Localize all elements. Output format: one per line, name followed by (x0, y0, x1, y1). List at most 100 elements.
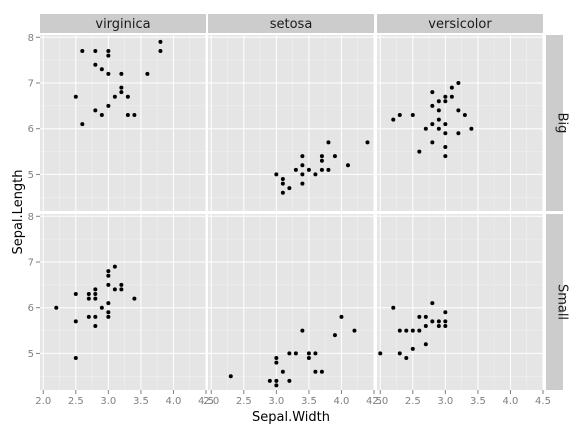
data-point (119, 282, 124, 287)
data-point (313, 172, 318, 177)
data-point (54, 305, 59, 310)
data-point (326, 140, 331, 145)
data-point (73, 94, 78, 99)
data-point (99, 67, 104, 72)
data-point (119, 71, 124, 76)
data-point (93, 324, 98, 328)
data-point (443, 131, 448, 136)
data-point (274, 172, 279, 177)
data-point (119, 85, 124, 90)
data-point (430, 122, 435, 127)
data-point (410, 113, 415, 117)
data-point (300, 181, 305, 186)
data-point (125, 113, 130, 117)
data-point (300, 172, 305, 177)
data-point (293, 351, 298, 356)
data-point (306, 351, 311, 356)
data-point (397, 351, 402, 356)
data-point (423, 324, 428, 328)
strip-right (546, 35, 563, 211)
data-point (456, 108, 461, 113)
data-point (417, 314, 422, 319)
x-axis-title: Sepal.Width (252, 410, 330, 425)
data-point (436, 117, 441, 122)
data-point (313, 351, 318, 356)
data-point (93, 296, 98, 301)
data-point (443, 310, 448, 315)
data-point (352, 328, 357, 333)
data-point (73, 319, 78, 324)
data-point (106, 282, 111, 287)
x-tick-label: 4.0 (165, 396, 181, 407)
data-point (332, 333, 337, 338)
x-tick-label: 2.0 (203, 396, 219, 407)
y-tick-label: 5 (28, 349, 34, 360)
data-point (73, 292, 78, 296)
data-point (462, 113, 467, 117)
data-point (404, 356, 409, 360)
data-point (332, 154, 337, 159)
data-point (86, 314, 91, 319)
data-point (119, 287, 124, 292)
data-point (93, 49, 98, 53)
data-point (274, 383, 279, 388)
data-point (280, 190, 285, 195)
x-tick-label: 2.5 (405, 396, 421, 407)
x-tick-label: 2.5 (68, 396, 84, 407)
data-point (443, 122, 448, 127)
data-point (430, 319, 435, 324)
panel-background (208, 35, 374, 211)
data-point (300, 328, 305, 333)
strip-label-virginica: virginica (95, 17, 150, 32)
data-point (274, 378, 279, 383)
data-point (93, 292, 98, 296)
data-point (112, 287, 117, 292)
x-tick-label: 3.5 (301, 396, 317, 407)
data-point (397, 328, 402, 333)
data-point (436, 319, 441, 324)
data-point (106, 301, 111, 306)
data-point (158, 49, 163, 53)
data-point (397, 113, 402, 117)
data-point (132, 296, 137, 301)
data-point (106, 53, 111, 58)
data-point (112, 94, 117, 99)
data-point (443, 99, 448, 104)
strip-label-Big: Big (555, 113, 570, 134)
strips-layer: virginica setosa versicolor Big Small (40, 14, 570, 390)
data-point (443, 319, 448, 324)
x-tick-label: 4.5 (198, 396, 214, 407)
data-point (319, 158, 324, 163)
data-point (274, 360, 279, 365)
panel-background (377, 35, 543, 211)
data-point (443, 145, 448, 149)
data-point (106, 310, 111, 315)
data-point (274, 356, 279, 360)
data-point (106, 103, 111, 108)
data-point (378, 351, 383, 356)
data-point (417, 149, 422, 154)
data-point (319, 167, 324, 172)
data-point (287, 186, 292, 191)
y-tick-label: 5 (28, 170, 34, 181)
data-point (80, 122, 85, 127)
strip-label-Small: Small (555, 284, 570, 320)
data-point (326, 167, 331, 172)
data-point (287, 351, 292, 356)
data-point (436, 324, 441, 328)
data-point (106, 269, 111, 274)
strip-label-setosa: setosa (270, 17, 313, 32)
x-tick-label: 4.0 (502, 396, 518, 407)
panel-background (208, 214, 374, 390)
panels-layer (40, 35, 544, 390)
data-point (443, 94, 448, 99)
data-point (93, 287, 98, 292)
data-point (112, 264, 117, 269)
data-point (443, 324, 448, 328)
data-point (106, 49, 111, 53)
data-point (93, 314, 98, 319)
data-point (391, 117, 396, 122)
y-tick-label: 8 (28, 212, 34, 223)
data-point (93, 62, 98, 67)
